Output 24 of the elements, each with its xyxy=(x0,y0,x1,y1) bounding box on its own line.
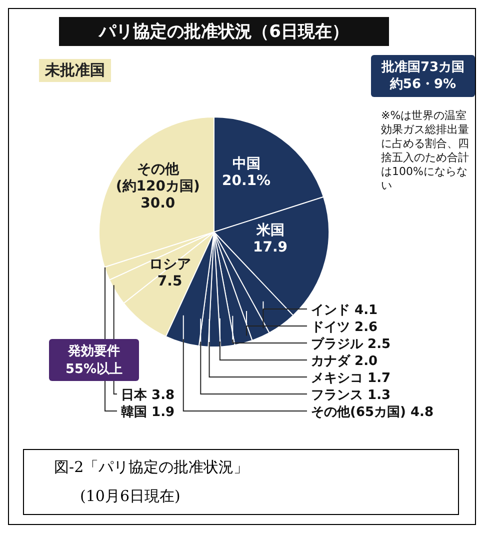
chart-title: パリ協定の批准状況（6日現在） xyxy=(59,17,389,46)
data-label: 20.1% xyxy=(222,172,271,189)
data-label: 30.0 xyxy=(140,196,176,212)
slice-label: 中国 xyxy=(232,156,260,172)
text: 未批准国 xyxy=(39,59,111,82)
slice-label: その他(65カ国) 4.8 xyxy=(311,405,434,420)
slice-label: メキシコ 1.7 xyxy=(311,371,391,386)
text: 図-2「パリ協定の批准状況」 xyxy=(54,458,250,477)
text: 発効要件55%以上 xyxy=(49,339,139,381)
data-label: 17.9 xyxy=(252,240,288,256)
text: 批准国73カ国約56・9% xyxy=(371,55,475,97)
slice-label: フランス 1.3 xyxy=(311,388,391,403)
slice-label: 日本 3.8 xyxy=(121,388,175,403)
text: (10月6日現在) xyxy=(79,487,182,506)
data-label: 7.5 xyxy=(157,274,182,290)
slice-label: ブラジル 2.5 xyxy=(311,336,391,352)
slice-label: その他(約120カ国) xyxy=(116,162,200,195)
slice-label: 米国 xyxy=(255,222,284,239)
slice-label: カナダ 2.0 xyxy=(311,354,378,369)
slice-label: ドイツ 2.6 xyxy=(311,320,378,335)
slice-label: ロシア xyxy=(148,256,191,273)
slice-label: インド 4.1 xyxy=(311,303,378,318)
slice-label: 韓国 1.9 xyxy=(121,405,175,420)
text: ※%は世界の温室効果ガス総排出量に占める割合、四捨五入のため合計は100%にならない xyxy=(381,109,469,193)
